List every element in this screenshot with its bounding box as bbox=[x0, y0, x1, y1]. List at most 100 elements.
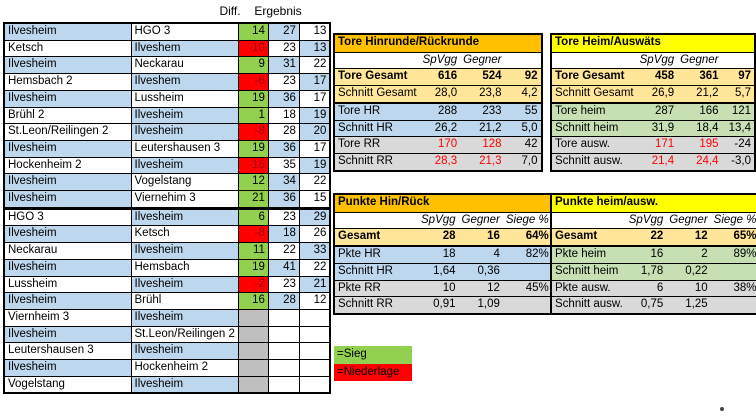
home-team-cell[interactable]: Ilvesheim bbox=[3, 292, 132, 310]
score-away-cell[interactable]: 21 bbox=[298, 275, 331, 294]
col-header-spvgg[interactable]: SpVgg bbox=[625, 211, 667, 229]
diff-cell[interactable]: 9 bbox=[237, 56, 269, 75]
diff-cell[interactable]: -6 bbox=[237, 73, 269, 91]
diff-value-cell[interactable] bbox=[502, 296, 553, 315]
diff-cell[interactable]: 19 bbox=[237, 89, 269, 108]
col-header-extra[interactable] bbox=[504, 51, 542, 69]
diff-cell[interactable]: 12 bbox=[237, 173, 269, 192]
diff-value-cell[interactable]: 7,0 bbox=[504, 153, 542, 172]
diff-value-cell[interactable]: 64% bbox=[502, 228, 553, 247]
gegner-value-cell[interactable]: 12 bbox=[666, 228, 711, 247]
diff-value-cell[interactable] bbox=[710, 262, 756, 281]
score-away-cell[interactable]: 22 bbox=[298, 258, 331, 277]
row-label-cell[interactable]: Tore Gesamt bbox=[551, 68, 637, 86]
score-away-cell[interactable]: 19 bbox=[298, 106, 331, 125]
home-team-cell[interactable]: Hockenheim 2 bbox=[3, 156, 132, 175]
ergebnis-column-header[interactable]: Ergebnis bbox=[254, 4, 302, 18]
col-header-spvgg[interactable]: SpVgg bbox=[419, 51, 461, 69]
home-team-cell[interactable]: Ketsch bbox=[3, 39, 132, 58]
corner-cell[interactable] bbox=[334, 51, 420, 69]
spvgg-value-cell[interactable]: 10 bbox=[418, 279, 459, 297]
away-team-cell[interactable]: Ilvesheim bbox=[130, 375, 239, 394]
row-label-cell[interactable]: Schnitt ausw. bbox=[551, 153, 637, 172]
diff-value-cell[interactable]: 92 bbox=[504, 68, 542, 86]
diff-value-cell[interactable]: 13,4 bbox=[721, 119, 755, 137]
home-team-cell[interactable]: HGO 3 bbox=[3, 206, 132, 227]
diff-cell[interactable]: 21 bbox=[237, 190, 269, 209]
spvgg-value-cell[interactable]: 26,2 bbox=[419, 119, 461, 137]
col-header-siege[interactable]: Siege % bbox=[710, 211, 756, 229]
gegner-value-cell[interactable]: 128 bbox=[460, 136, 505, 154]
corner-cell[interactable] bbox=[551, 51, 637, 69]
diff-cell[interactable]: 19 bbox=[237, 139, 269, 158]
diff-value-cell[interactable]: 65% bbox=[710, 228, 756, 247]
home-team-cell[interactable]: Ilvesheim bbox=[3, 139, 132, 158]
away-team-cell[interactable]: Ilvesheim bbox=[130, 106, 239, 125]
diff-value-cell[interactable]: 121 bbox=[721, 101, 755, 121]
diff-value-cell[interactable]: 38% bbox=[710, 279, 756, 297]
home-team-cell[interactable]: Neckarau bbox=[3, 242, 132, 260]
col-header-gegner[interactable]: Gegner bbox=[666, 211, 711, 229]
score-away-cell[interactable] bbox=[298, 342, 331, 361]
home-team-cell[interactable]: Vogelstang bbox=[3, 375, 132, 394]
spvgg-value-cell[interactable]: 616 bbox=[419, 68, 461, 86]
score-home-cell[interactable]: 34 bbox=[267, 173, 300, 192]
spvgg-value-cell[interactable]: 288 bbox=[419, 101, 461, 121]
score-home-cell[interactable]: 36 bbox=[267, 139, 300, 158]
row-label-cell[interactable]: Tore heim bbox=[551, 101, 637, 121]
away-team-cell[interactable]: St.Leon/Reilingen 2 bbox=[130, 325, 239, 344]
away-team-cell[interactable]: Ilvesheim bbox=[130, 242, 239, 260]
row-label-cell[interactable]: Schnitt heim bbox=[551, 119, 637, 137]
home-team-cell[interactable]: Ilvesheim bbox=[3, 325, 132, 344]
score-home-cell[interactable]: 31 bbox=[267, 56, 300, 75]
spvgg-value-cell[interactable]: 287 bbox=[636, 101, 678, 121]
home-team-cell[interactable]: Ilvesheim bbox=[3, 56, 132, 75]
score-home-cell[interactable]: 23 bbox=[267, 275, 300, 294]
score-home-cell[interactable]: 22 bbox=[267, 242, 300, 260]
score-away-cell[interactable]: 22 bbox=[298, 56, 331, 75]
diff-value-cell[interactable]: 4,2 bbox=[504, 85, 542, 103]
row-label-cell[interactable]: Schnitt RR bbox=[334, 153, 420, 172]
diff-cell[interactable]: 14 bbox=[237, 22, 269, 41]
diff-cell[interactable]: 16 bbox=[237, 292, 269, 310]
diff-cell[interactable]: -8 bbox=[237, 123, 269, 141]
row-label-cell[interactable]: Schnitt Gesamt bbox=[551, 85, 637, 103]
gegner-value-cell[interactable]: 0,22 bbox=[666, 262, 711, 281]
diff-cell[interactable] bbox=[237, 359, 269, 377]
col-header-spvgg[interactable]: SpVgg bbox=[418, 211, 459, 229]
corner-cell[interactable] bbox=[334, 211, 418, 229]
gegner-value-cell[interactable]: 24,4 bbox=[677, 153, 722, 172]
diff-cell[interactable]: -16 bbox=[237, 156, 269, 175]
col-header-gegner[interactable]: Gegner bbox=[677, 51, 722, 69]
score-away-cell[interactable] bbox=[298, 359, 331, 377]
gegner-value-cell[interactable]: 0,36 bbox=[458, 262, 503, 281]
spvgg-value-cell[interactable]: 0,91 bbox=[418, 296, 459, 315]
spvgg-value-cell[interactable]: 0,75 bbox=[625, 296, 667, 315]
diff-cell[interactable]: 6 bbox=[237, 206, 269, 227]
spvgg-value-cell[interactable]: 28,0 bbox=[419, 85, 461, 103]
score-away-cell[interactable]: 17 bbox=[298, 89, 331, 108]
gegner-value-cell[interactable]: 16 bbox=[458, 228, 503, 247]
away-team-cell[interactable]: Viernehim 3 bbox=[130, 190, 239, 209]
score-home-cell[interactable]: 23 bbox=[267, 206, 300, 227]
gegner-value-cell[interactable]: 524 bbox=[460, 68, 505, 86]
diff-value-cell[interactable]: 82% bbox=[502, 245, 553, 264]
row-label-cell[interactable]: Tore Gesamt bbox=[334, 68, 420, 86]
gegner-value-cell[interactable]: 21,2 bbox=[677, 85, 722, 103]
home-team-cell[interactable]: Brühl 2 bbox=[3, 106, 132, 125]
row-label-cell[interactable]: Schnitt heim bbox=[551, 262, 626, 281]
score-away-cell[interactable]: 26 bbox=[298, 225, 331, 244]
score-away-cell[interactable]: 22 bbox=[298, 173, 331, 192]
col-header-siege[interactable]: Siege % bbox=[502, 211, 553, 229]
away-team-cell[interactable]: Brühl bbox=[130, 292, 239, 310]
score-home-cell[interactable]: 18 bbox=[267, 225, 300, 244]
home-team-cell[interactable]: Ilvesheim bbox=[3, 359, 132, 377]
spvgg-value-cell[interactable]: 28 bbox=[418, 228, 459, 247]
diff-value-cell[interactable]: 45% bbox=[502, 279, 553, 297]
diff-cell[interactable] bbox=[237, 342, 269, 361]
diff-value-cell[interactable]: 97 bbox=[721, 68, 755, 86]
home-team-cell[interactable]: St.Leon/Reilingen 2 bbox=[3, 123, 132, 141]
score-home-cell[interactable] bbox=[267, 325, 300, 344]
score-home-cell[interactable] bbox=[267, 342, 300, 361]
score-home-cell[interactable]: 23 bbox=[267, 39, 300, 58]
